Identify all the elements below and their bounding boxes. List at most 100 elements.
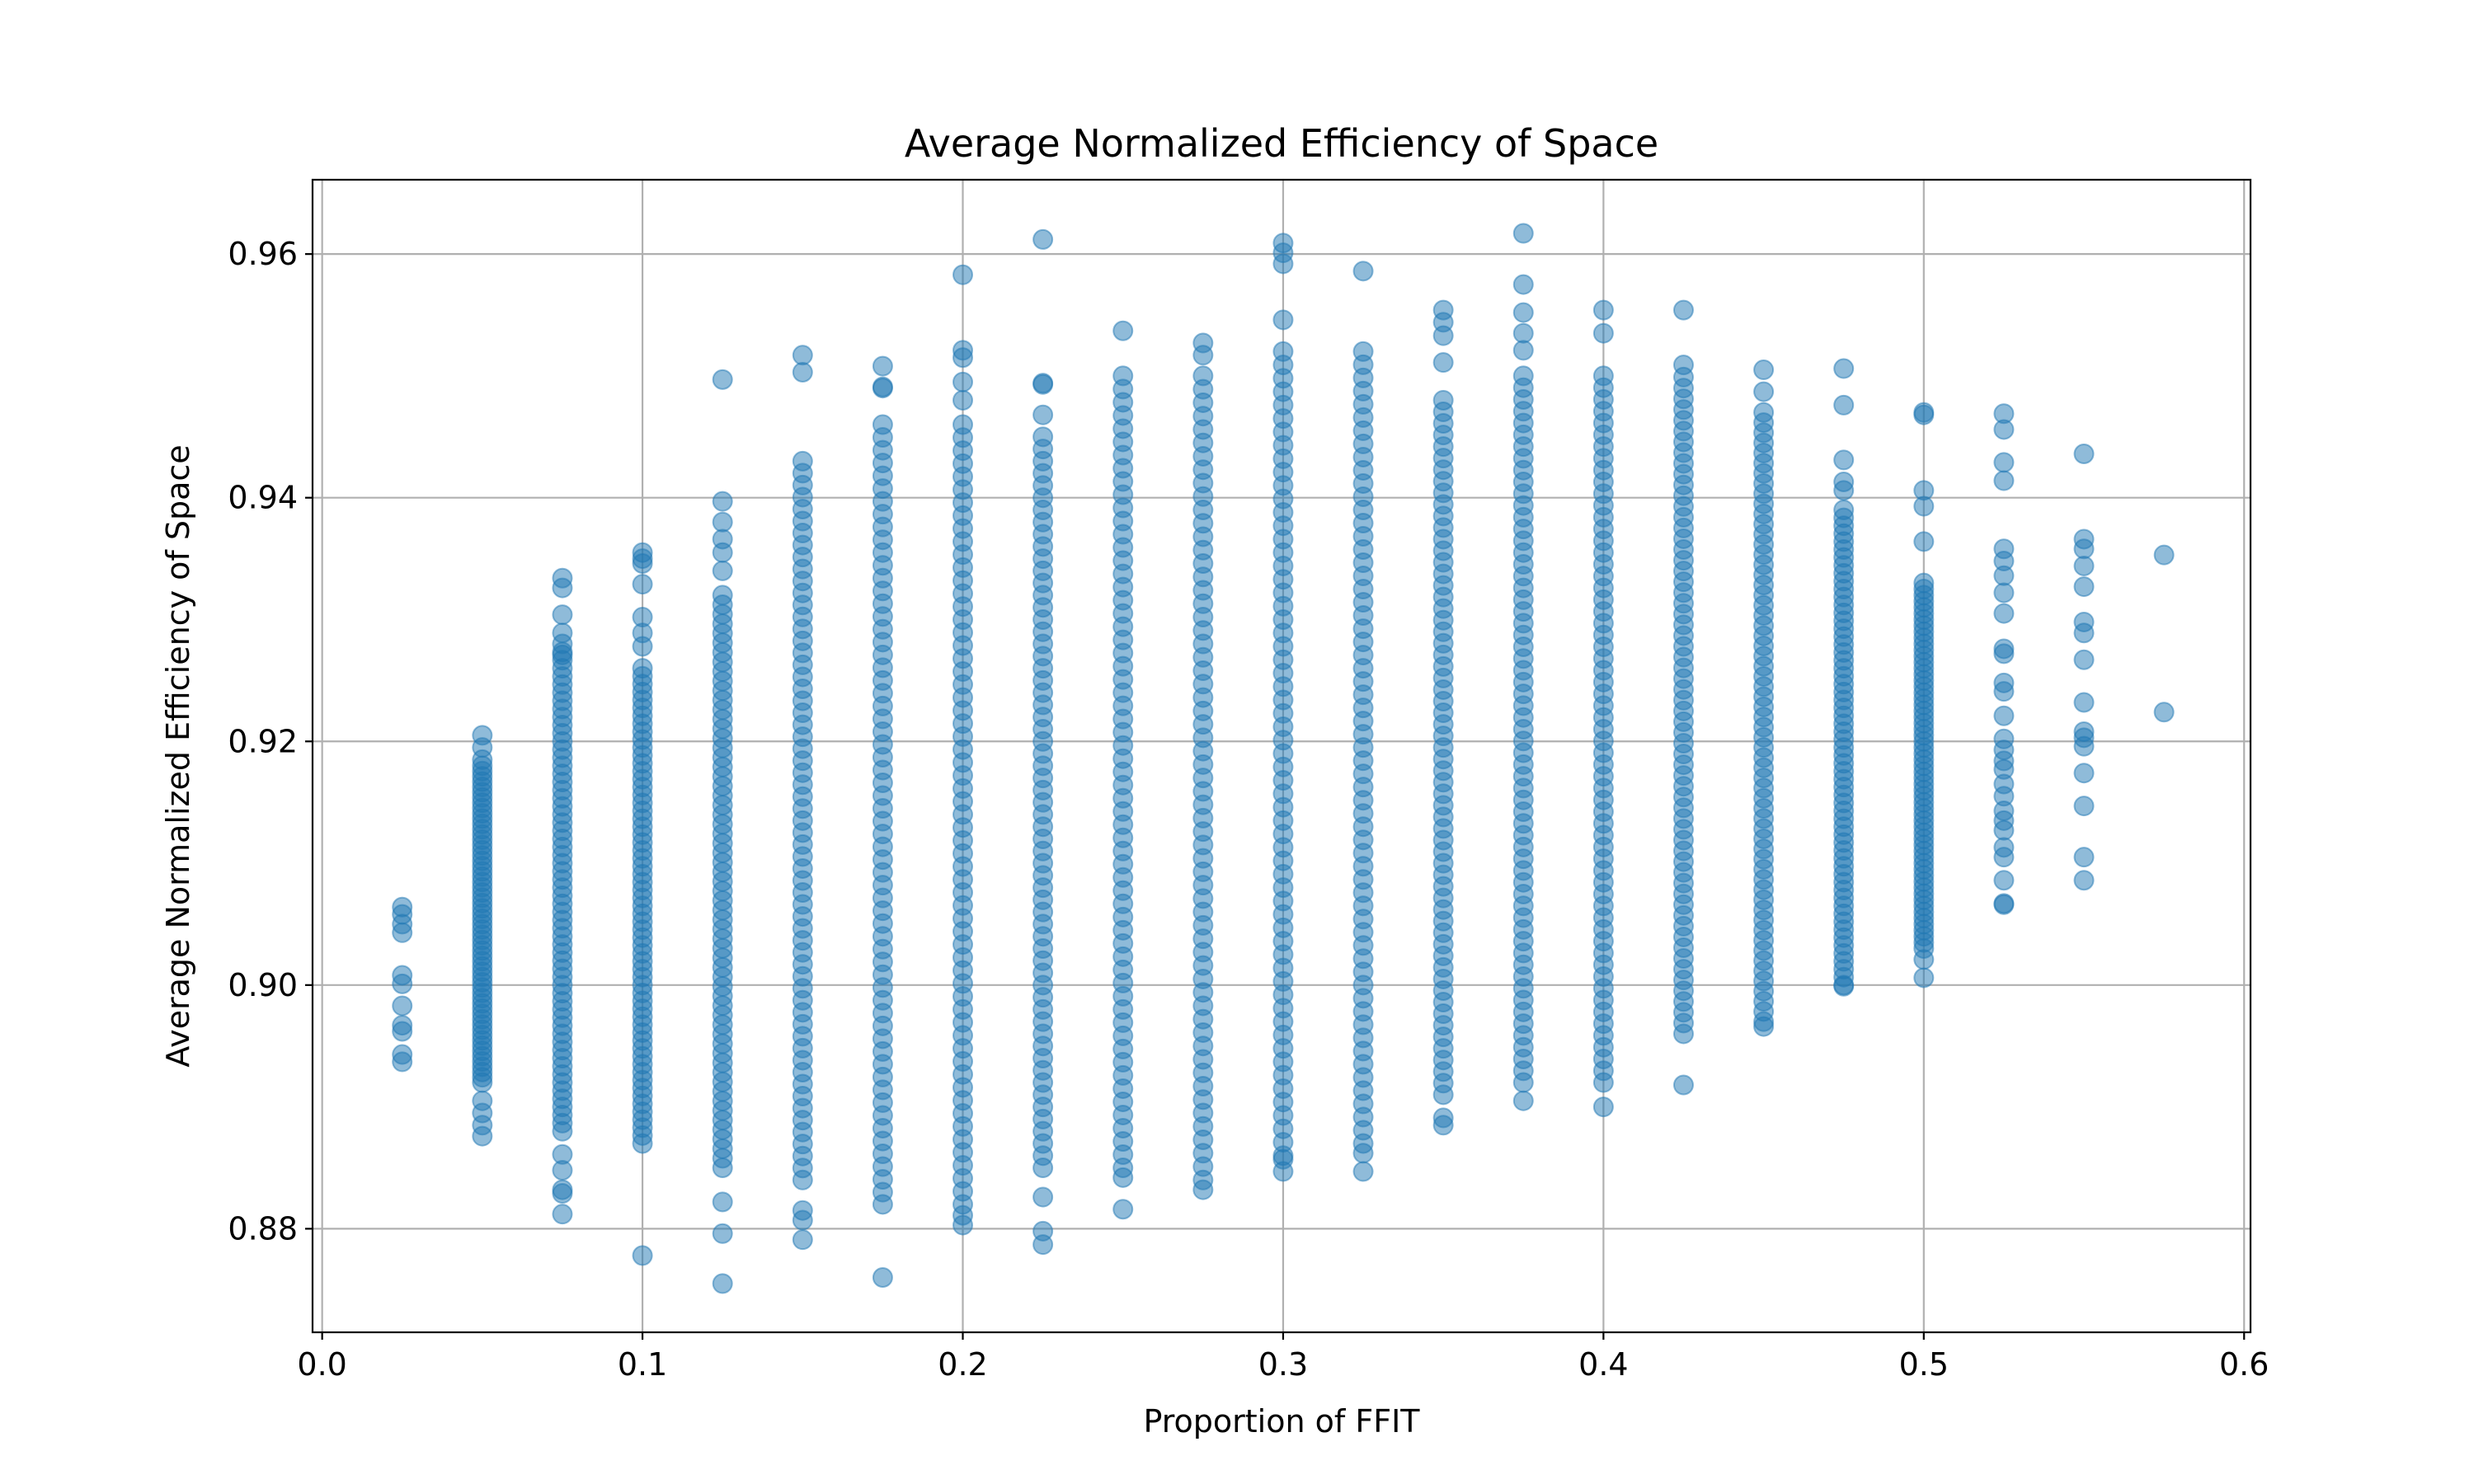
plot-frame xyxy=(311,178,2252,1334)
data-point xyxy=(1512,223,1534,244)
data-point xyxy=(1993,419,2015,440)
x-tick-label: 0.6 xyxy=(2219,1346,2269,1383)
data-point xyxy=(1833,480,1855,501)
data-point xyxy=(552,577,573,599)
data-point xyxy=(2073,870,2095,891)
data-point xyxy=(2073,555,2095,576)
data-point xyxy=(712,1191,733,1213)
data-point xyxy=(552,1204,573,1225)
data-point xyxy=(1192,365,1214,387)
data-point xyxy=(1272,253,1294,275)
data-point xyxy=(712,542,733,563)
data-point xyxy=(1032,404,1054,425)
data-point xyxy=(952,1214,974,1236)
data-point xyxy=(2073,622,2095,644)
data-point xyxy=(1352,261,1374,282)
data-point xyxy=(1913,572,1935,594)
x-tick-label: 0.5 xyxy=(1899,1346,1949,1383)
data-point xyxy=(872,378,893,399)
data-point xyxy=(872,355,893,377)
data-point xyxy=(1432,389,1454,411)
data-point xyxy=(552,604,573,626)
data-point xyxy=(632,1245,653,1266)
data-point xyxy=(392,922,413,943)
data-point xyxy=(1512,1090,1534,1111)
data-point xyxy=(1032,1186,1054,1208)
data-point xyxy=(872,1266,893,1288)
data-point xyxy=(1913,495,1935,517)
data-point xyxy=(1272,1161,1294,1182)
data-point xyxy=(1833,975,1855,997)
data-point xyxy=(1032,426,1054,448)
data-point xyxy=(1993,819,2015,841)
data-point xyxy=(1993,643,2015,665)
data-point xyxy=(1833,394,1855,416)
data-point xyxy=(2073,538,2095,560)
data-point xyxy=(1272,309,1294,331)
data-points xyxy=(392,223,2175,1294)
data-point xyxy=(1512,322,1534,344)
data-point xyxy=(552,1159,573,1181)
data-point xyxy=(1432,1115,1454,1136)
data-point xyxy=(952,389,974,411)
data-point xyxy=(712,560,733,581)
data-point xyxy=(1753,381,1775,402)
data-point xyxy=(1032,1234,1054,1256)
data-point xyxy=(712,1223,733,1244)
data-point xyxy=(2073,735,2095,757)
data-point xyxy=(1993,894,2015,915)
data-point xyxy=(1592,299,1614,321)
data-point xyxy=(2073,649,2095,670)
data-point xyxy=(792,450,813,472)
data-point xyxy=(1913,531,1935,552)
y-tick-label: 0.94 xyxy=(228,480,298,516)
data-point xyxy=(1192,1179,1214,1200)
data-point xyxy=(1192,345,1214,366)
data-point xyxy=(392,973,413,994)
data-point xyxy=(1032,373,1054,395)
data-point xyxy=(632,574,653,595)
data-point xyxy=(1512,340,1534,361)
x-tick-label: 0.1 xyxy=(618,1346,667,1383)
data-point xyxy=(1672,1074,1694,1096)
y-tick-label: 0.96 xyxy=(228,236,298,272)
data-point xyxy=(1592,322,1614,344)
data-point xyxy=(1112,320,1134,341)
data-point xyxy=(2073,576,2095,598)
data-point xyxy=(552,1183,573,1205)
data-point xyxy=(712,369,733,390)
data-point xyxy=(1753,402,1775,423)
data-point xyxy=(1993,470,2015,491)
data-point xyxy=(1993,847,2015,868)
chart-title: Average Normalized Efficiency of Space xyxy=(905,121,1658,166)
data-point xyxy=(712,491,733,512)
data-point xyxy=(1432,352,1454,373)
data-point xyxy=(872,1194,893,1215)
data-point xyxy=(1993,681,2015,702)
data-point xyxy=(632,636,653,657)
y-tick-label: 0.88 xyxy=(228,1210,298,1247)
data-point xyxy=(392,995,413,1017)
data-point xyxy=(1993,452,2015,473)
x-tick-label: 0.0 xyxy=(297,1346,346,1383)
data-point xyxy=(2073,796,2095,817)
x-tick-label: 0.4 xyxy=(1578,1346,1628,1383)
data-point xyxy=(1352,1143,1374,1164)
x-tick-label: 0.2 xyxy=(938,1346,987,1383)
data-point xyxy=(952,414,974,435)
data-point xyxy=(1512,302,1534,323)
data-point xyxy=(2073,847,2095,868)
data-point xyxy=(632,658,653,679)
data-point xyxy=(792,1229,813,1251)
data-point xyxy=(1352,340,1374,362)
data-point xyxy=(1272,340,1294,362)
data-point xyxy=(1592,1097,1614,1118)
y-axis-ticks: 0.88 0.90 0.92 0.94 0.96 xyxy=(228,236,313,1247)
data-point xyxy=(392,1021,413,1042)
data-point xyxy=(1432,325,1454,346)
data-point xyxy=(552,644,573,665)
data-point xyxy=(1993,705,2015,726)
data-point xyxy=(472,1125,493,1147)
data-point xyxy=(712,585,733,606)
